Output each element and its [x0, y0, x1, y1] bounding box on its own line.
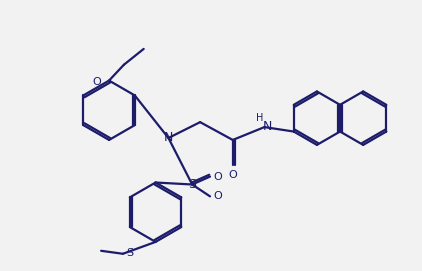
Text: N: N [263, 120, 272, 133]
Text: S: S [126, 248, 133, 258]
Text: O: O [214, 191, 222, 201]
Text: O: O [93, 77, 102, 86]
Text: O: O [228, 170, 237, 180]
Text: H: H [256, 113, 263, 123]
Text: S: S [188, 178, 196, 191]
Text: N: N [164, 131, 173, 144]
Text: O: O [214, 172, 222, 182]
